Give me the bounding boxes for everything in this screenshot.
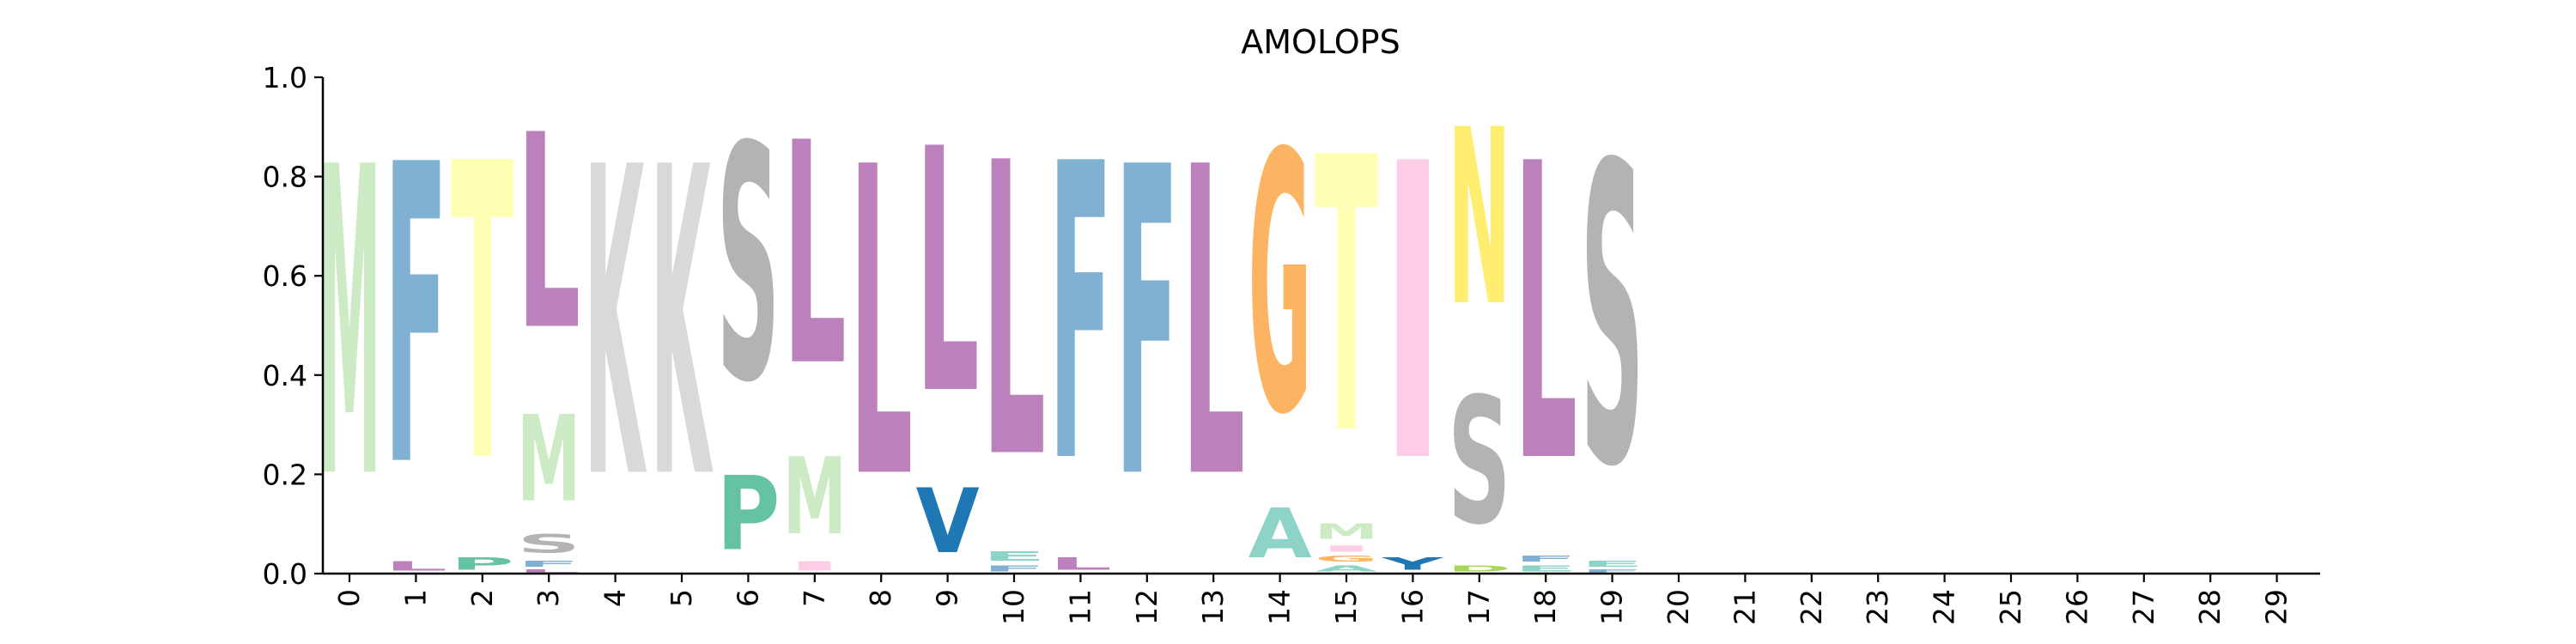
x-tick-label: 7 bbox=[798, 589, 831, 607]
logo-letter-pos7-L: L bbox=[783, 78, 847, 434]
x-tick-label: 19 bbox=[1595, 589, 1629, 625]
x-tick-label: 2 bbox=[465, 589, 499, 607]
logo-letter-pos16-I: I bbox=[1381, 77, 1444, 552]
x-tick-label: 24 bbox=[1928, 589, 1961, 625]
logo-letter-pos7-I: I bbox=[783, 559, 847, 574]
x-tick-label: 5 bbox=[665, 589, 698, 607]
y-tick-label: 0.8 bbox=[263, 161, 307, 194]
logo-letter-pos6-S: S bbox=[716, 78, 780, 453]
logo-letter-pos19-S: S bbox=[1581, 77, 1644, 557]
y-tick-label: 0.6 bbox=[263, 259, 307, 293]
logo-letter-pos11-L: L bbox=[1048, 554, 1112, 574]
logo-letter-pos14-A: A bbox=[1249, 495, 1312, 574]
x-tick-label: 10 bbox=[997, 589, 1030, 625]
logo-letter-pos10-E: E bbox=[982, 549, 1046, 563]
logo-letter-pos16-Y: Y bbox=[1381, 554, 1445, 574]
x-tick-label: 20 bbox=[1662, 589, 1695, 625]
logo-letter-pos10-F: F bbox=[982, 564, 1046, 574]
logo-letter-pos17-D: D bbox=[1448, 563, 1511, 574]
x-tick-label: 17 bbox=[1462, 589, 1496, 625]
logo-letter-pos15-M: M bbox=[1315, 519, 1378, 544]
x-tick-label: 18 bbox=[1528, 589, 1562, 625]
logo-letter-pos19-F: F bbox=[1581, 568, 1644, 574]
x-tick-label: 14 bbox=[1263, 589, 1297, 625]
logo-letter-pos7-M: M bbox=[783, 435, 847, 559]
x-tick-label: 9 bbox=[931, 589, 964, 607]
x-tick-label: 26 bbox=[2060, 589, 2093, 625]
logo-letter-pos18-F: F bbox=[1514, 554, 1577, 563]
logo-letter-pos8-L: L bbox=[849, 78, 913, 572]
logo-letter-pos5-K: K bbox=[650, 78, 714, 573]
logo-letter-pos3-S: S bbox=[517, 529, 580, 558]
logo-letter-pos2-T: T bbox=[451, 80, 515, 553]
x-tick-label: 0 bbox=[332, 589, 366, 607]
x-tick-label: 29 bbox=[2260, 589, 2293, 625]
x-tick-label: 28 bbox=[2193, 589, 2227, 625]
x-tick-label: 16 bbox=[1395, 589, 1429, 625]
logo-letter-pos15-G: G bbox=[1315, 554, 1378, 564]
y-tick-label: 0.4 bbox=[263, 359, 307, 392]
x-tick-label: 12 bbox=[1130, 589, 1163, 625]
x-tick-label: 1 bbox=[398, 589, 432, 607]
logo-letter-pos3-F: F bbox=[517, 559, 580, 568]
logo-letter-pos15-T: T bbox=[1315, 78, 1379, 518]
y-tick-label: 1.0 bbox=[263, 61, 307, 94]
logo-letter-pos18-L: L bbox=[1514, 80, 1577, 553]
logo-letter-pos3-M: M bbox=[517, 392, 580, 530]
x-tick-label: 4 bbox=[598, 589, 632, 607]
logo-letter-pos1-F: F bbox=[384, 78, 447, 556]
x-tick-label: 3 bbox=[532, 589, 565, 607]
logo-letter-pos14-G: G bbox=[1249, 77, 1312, 493]
logo-letter-pos9-V: V bbox=[916, 469, 980, 574]
x-tick-label: 13 bbox=[1196, 589, 1230, 625]
x-tick-label: 6 bbox=[731, 589, 764, 607]
logo-letter-pos18-E: E bbox=[1514, 564, 1577, 574]
logo-letter-pos6-P: P bbox=[716, 455, 780, 574]
logo-letter-pos3-L: L bbox=[517, 79, 580, 390]
x-tick-label: 21 bbox=[1728, 589, 1761, 625]
x-tick-label: 11 bbox=[1063, 589, 1097, 625]
logo-letter-pos9-L: L bbox=[916, 78, 980, 468]
logo-letter-pos3-L: L bbox=[517, 568, 580, 574]
logo-letter-pos13-L: L bbox=[1182, 78, 1245, 572]
logo-letter-pos15-I: I bbox=[1315, 544, 1378, 554]
logo-letter-pos19-E: E bbox=[1581, 559, 1644, 568]
x-tick-label: 27 bbox=[2127, 589, 2160, 625]
x-tick-label: 22 bbox=[1795, 589, 1828, 625]
x-tick-label: 15 bbox=[1329, 589, 1363, 625]
logo-letter-pos17-N: N bbox=[1448, 78, 1511, 360]
logo-letter-pos2-P: P bbox=[451, 554, 514, 574]
logo-letter-pos17-S: S bbox=[1448, 361, 1511, 563]
logo-letter-pos15-A: A bbox=[1315, 564, 1379, 574]
x-tick-label: 25 bbox=[1994, 589, 2027, 625]
x-tick-label: 23 bbox=[1861, 589, 1894, 625]
axes: 0.00.20.40.60.81.00 1 2 3 4 5 6 7 8 9 10 11 12 13 14 15… bbox=[263, 61, 2320, 625]
logo-letter-pos0-M: M bbox=[318, 79, 381, 573]
x-tick-label: 8 bbox=[864, 589, 897, 607]
chart-title: AMOLOPS bbox=[1241, 23, 1400, 61]
y-tick-label: 0.0 bbox=[263, 557, 307, 591]
logo-letter-pos10-L: L bbox=[982, 78, 1046, 547]
logo-letter-pos1-L: L bbox=[384, 559, 447, 574]
y-tick-label: 0.2 bbox=[263, 458, 307, 491]
logo-letter-pos11-F: F bbox=[1048, 80, 1112, 553]
logo-letter-pos12-F: F bbox=[1115, 79, 1179, 573]
logo-letter-pos4-K: K bbox=[584, 78, 647, 573]
